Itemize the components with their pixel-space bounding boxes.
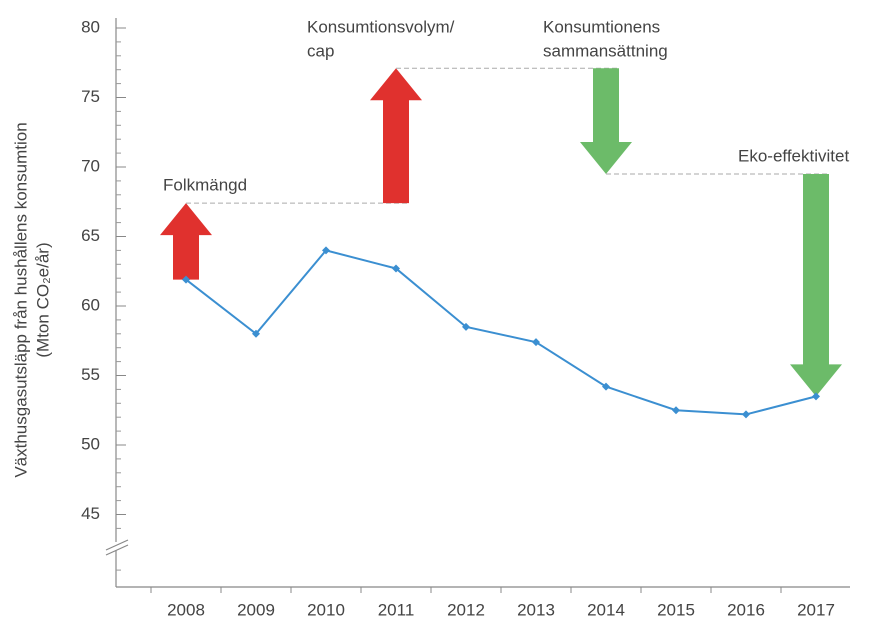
y-tick-label: 60 — [81, 295, 100, 314]
axis-break-gap — [108, 542, 126, 550]
axis-break — [105, 539, 129, 551]
axis-break — [105, 544, 129, 556]
annotation-label: Eko-effektivitet — [738, 146, 849, 165]
annotation-label: Folkmängd — [163, 175, 247, 194]
x-tick-label: 2012 — [447, 600, 485, 619]
x-tick-label: 2011 — [378, 600, 415, 619]
y-axis-label: Växthusgasutsläpp från hushållens konsum… — [11, 122, 30, 477]
marker — [672, 406, 680, 415]
annotation-label: Konsumtionens — [543, 17, 660, 36]
y-tick-label: 70 — [81, 156, 100, 175]
x-tick-label: 2009 — [237, 600, 275, 619]
x-tick-label: 2016 — [727, 600, 765, 619]
y-tick-label: 80 — [81, 17, 100, 36]
annotation-label: Konsumtionsvolym/ — [307, 17, 455, 36]
line — [185, 249, 817, 416]
y-axis-label: (Mton CO₂e/år) — [33, 242, 52, 357]
x-tick-label: 2013 — [517, 600, 555, 619]
marker — [532, 338, 540, 347]
x-tick-label: 2008 — [167, 600, 205, 619]
y-tick-label: 55 — [81, 365, 100, 384]
x-tick-label: 2010 — [307, 600, 345, 619]
x-tick-label: 2014 — [587, 600, 625, 619]
marker — [742, 410, 750, 419]
arrow — [160, 203, 212, 280]
arrow — [580, 68, 632, 174]
marker — [252, 329, 260, 338]
x-tick-label: 2017 — [797, 600, 835, 619]
marker — [602, 382, 610, 391]
marker — [462, 322, 470, 331]
marker — [182, 275, 190, 284]
y-tick-label: 45 — [81, 504, 100, 523]
arrow — [790, 173, 842, 397]
marker — [812, 392, 820, 401]
y-tick-label: 75 — [81, 87, 100, 106]
y-tick-label: 65 — [81, 226, 100, 245]
y-tick-label: 50 — [81, 434, 100, 453]
annotation-label: cap — [307, 41, 334, 60]
annotation-label: sammansättning — [543, 41, 668, 60]
marker — [322, 246, 330, 255]
x-tick-label: 2015 — [657, 600, 695, 619]
arrow — [370, 68, 422, 204]
marker — [392, 264, 400, 273]
